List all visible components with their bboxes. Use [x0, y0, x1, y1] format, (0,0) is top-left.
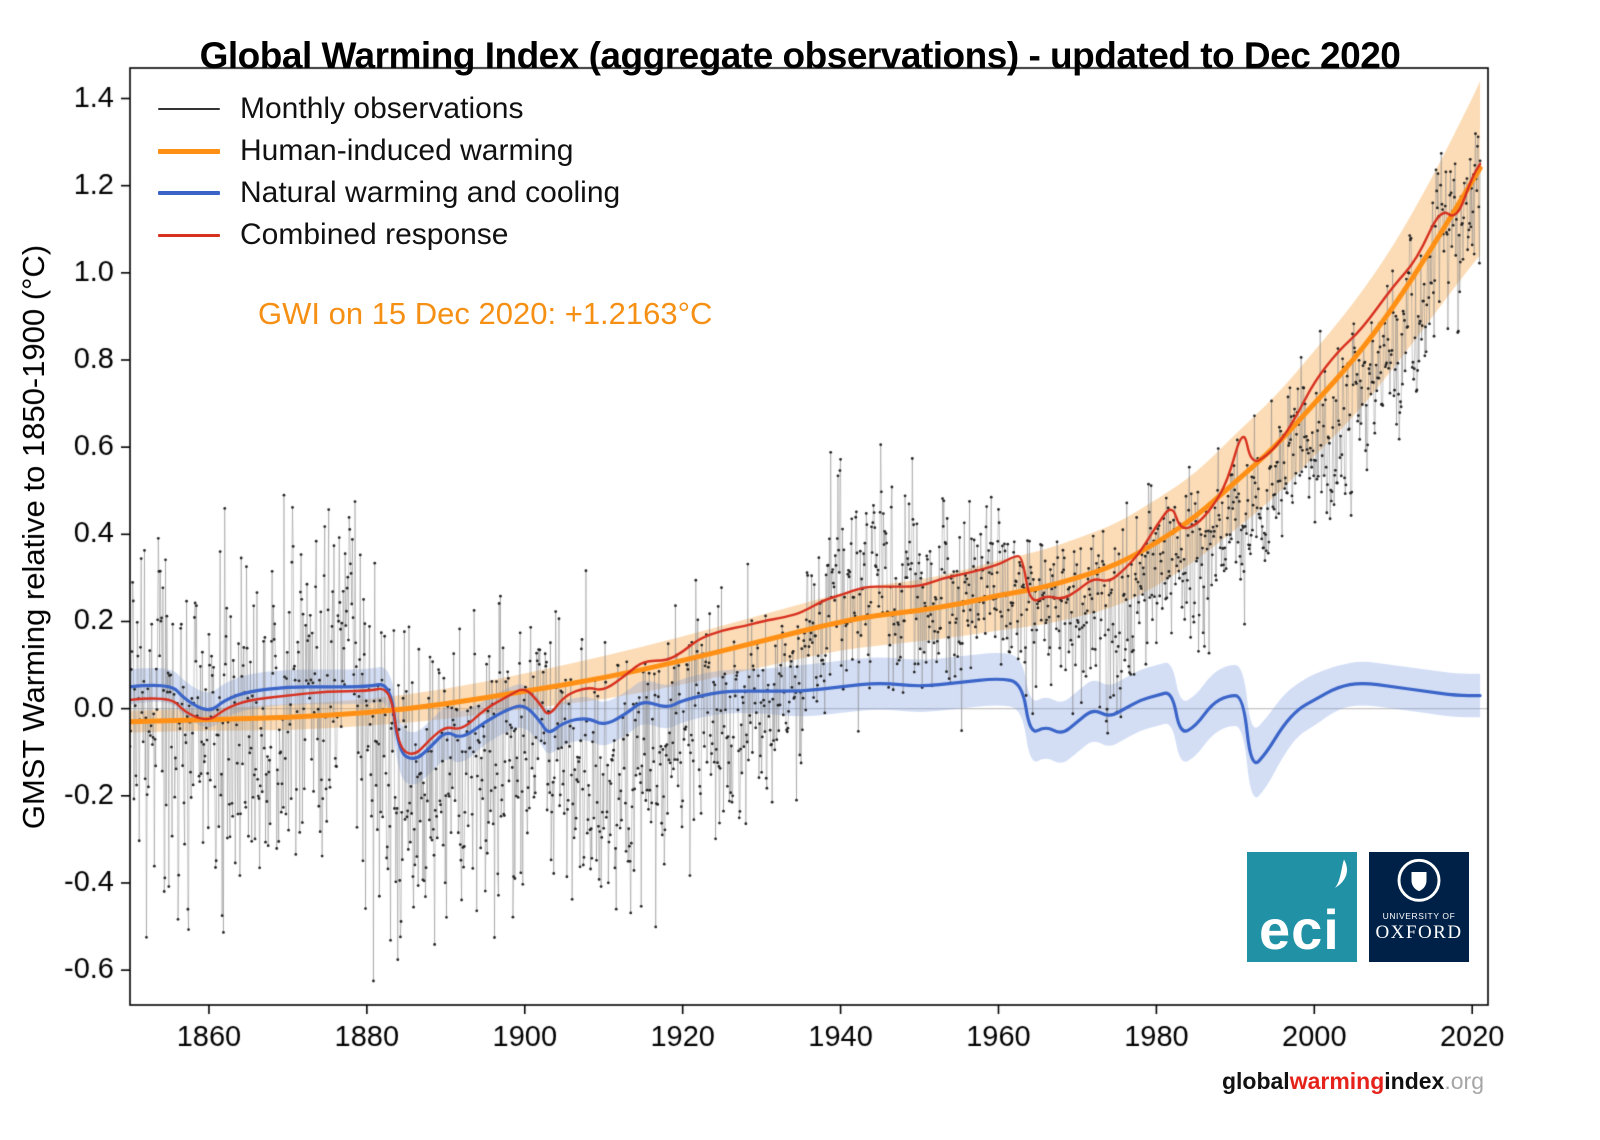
legend-item: Natural warming and cooling: [158, 172, 620, 214]
oxford-logo-line1: UNIVERSITY OF: [1382, 911, 1456, 921]
legend-item: Monthly observations: [158, 88, 620, 130]
site-credit-org: .org: [1444, 1068, 1484, 1094]
legend-label: Monthly observations: [240, 92, 524, 125]
legend-swatch: [158, 191, 220, 195]
site-credit-index: index: [1384, 1068, 1445, 1094]
legend-label: Human-induced warming: [240, 134, 574, 167]
eci-leaf-icon: [1335, 859, 1347, 888]
oxford-logo-line2: OXFORD: [1375, 922, 1463, 943]
legend-swatch: [158, 233, 220, 237]
eci-logo: eci: [1247, 852, 1357, 962]
oxford-logo: UNIVERSITY OF OXFORD: [1369, 852, 1469, 962]
legend-swatch: [158, 148, 220, 154]
oxford-crest-icon: [1397, 858, 1441, 902]
legend-item: Combined response: [158, 214, 620, 256]
legend-swatch: [158, 108, 220, 110]
y-axis-title: GMST Warming relative to 1850-1900 (°C): [16, 244, 51, 830]
site-credit-warming: warming: [1289, 1068, 1385, 1094]
legend-item: Human-induced warming: [158, 130, 620, 172]
legend-label: Natural warming and cooling: [240, 176, 621, 209]
eci-logo-text: eci: [1259, 898, 1340, 961]
legend: Monthly observations Human-induced warmin…: [158, 88, 620, 256]
site-credit-global: global: [1221, 1068, 1290, 1094]
site-credit: globalwarmingindex.org: [1222, 1068, 1484, 1095]
chart-title: Global Warming Index (aggregate observat…: [199, 34, 1401, 76]
legend-label: Combined response: [240, 218, 509, 251]
gwi-annotation: GWI on 15 Dec 2020: +1.2163°C: [258, 296, 713, 331]
